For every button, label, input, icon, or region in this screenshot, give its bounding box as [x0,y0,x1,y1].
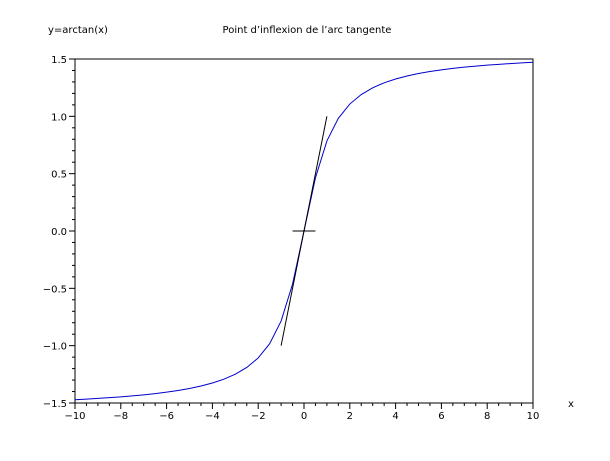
x-axis-label: x [568,399,574,410]
x-tick-label: 8 [484,411,490,422]
y-tick-label: −1.5 [43,399,67,410]
chart-title: Point d’inflexion de l’arc tangente [223,25,392,36]
x-tick-label: 4 [392,411,398,422]
x-tick-label: −8 [113,411,128,422]
x-tick-label: −4 [205,411,220,422]
x-tick-label: −2 [251,411,266,422]
y-tick-label: −1.0 [43,342,67,353]
tick-labels: −10 −8 −6 −4 −2 0 2 4 6 8 10 −1.5 −1.0 −0.5 0.0 0.5 1.0 1… [43,55,540,422]
y-tick-label: 0.5 [51,170,67,181]
series-layer [74,61,534,401]
x-tick-label: −6 [159,411,174,422]
x-tick-label: −10 [64,411,85,422]
y-tick-label: 1.0 [51,112,67,123]
x-tick-label: 2 [347,411,353,422]
x-tick-label: 10 [527,411,540,422]
x-tick-label: 0 [301,411,307,422]
y-tick-label: 0.0 [51,227,67,238]
tick-marks [69,58,534,409]
y-tick-label: 1.5 [51,55,67,66]
y-axis-label: y=arctan(x) [48,25,108,36]
x-tick-label: 6 [438,411,444,422]
y-tick-label: −0.5 [43,284,67,295]
